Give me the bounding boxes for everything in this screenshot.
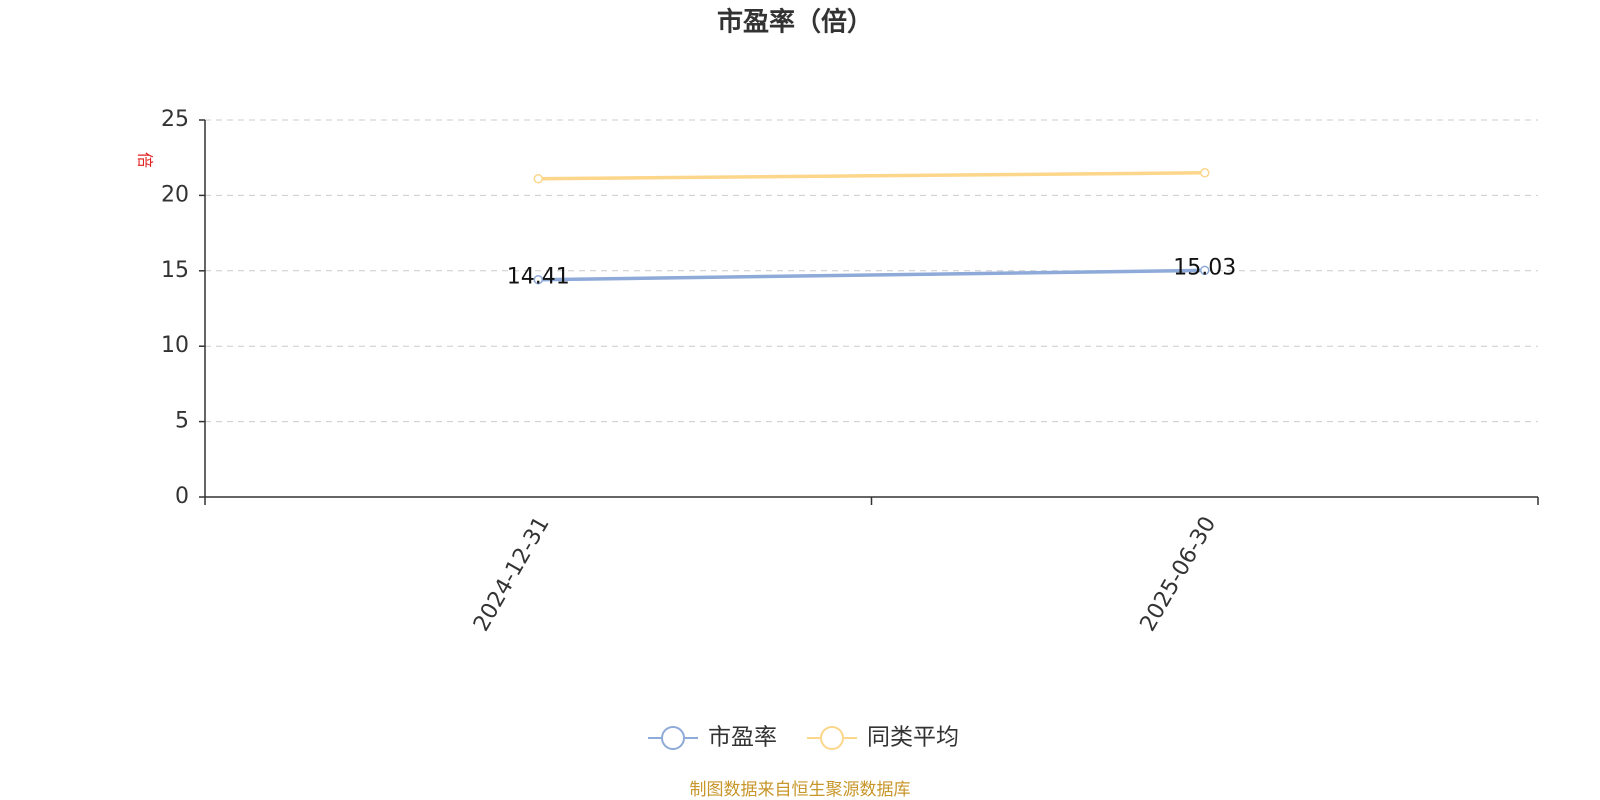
y-tick-label: 10: [161, 333, 189, 358]
legend-label: 市盈率: [708, 725, 777, 751]
data-label: 14.41: [507, 265, 570, 290]
y-tick-label: 15: [161, 258, 189, 283]
legend-label: 同类平均: [867, 725, 959, 751]
legend-marker: [820, 726, 844, 750]
point: [1200, 265, 1210, 276]
point: [533, 274, 543, 285]
x-tick-label: 2025-06-30: [1136, 513, 1222, 636]
y-tick-label: 20: [161, 182, 189, 207]
x-tick-label: 2024-12-31: [469, 513, 555, 636]
y-tick-label: 25: [161, 107, 189, 132]
y-tick-label: 0: [175, 484, 189, 509]
y-tick-label: 5: [175, 409, 189, 434]
chart-title: 市盈率（倍）: [717, 7, 873, 38]
y-axis-label: 倍: [136, 152, 155, 168]
source-note: 制图数据来自恒生聚源数据库: [690, 780, 911, 800]
series-line: [538, 268, 1205, 282]
point: [533, 174, 543, 184]
legend-marker: [661, 726, 685, 750]
point: [1200, 168, 1210, 178]
series-line: [538, 171, 1205, 181]
data-label: 15.03: [1173, 255, 1236, 280]
